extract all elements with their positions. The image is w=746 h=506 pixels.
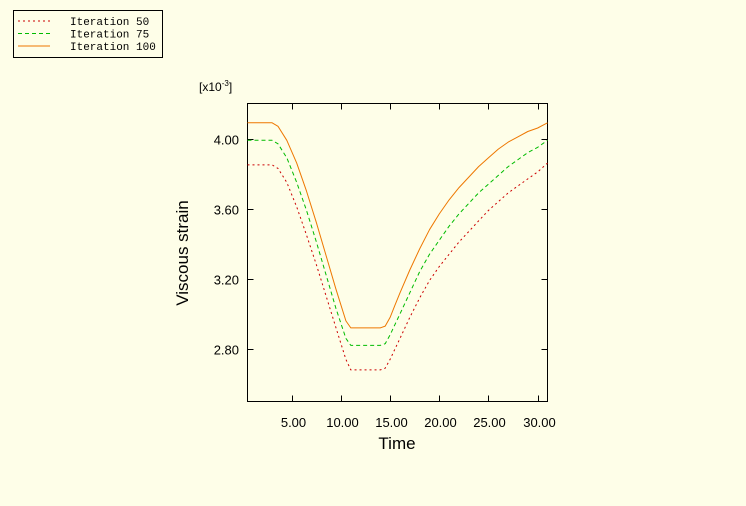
legend-box (13, 10, 163, 58)
x-tick-label: 30.00 (523, 415, 556, 430)
x-tick-label: 15.00 (375, 415, 408, 430)
y-tick-label: 4.00 (214, 133, 239, 148)
plot-frame (247, 103, 548, 402)
series-line-iteration-50 (247, 162, 548, 371)
tick-labels: 5.00 10.00 15.00 20.00 25.00 30.00 2.80 3.20 3.6… (214, 133, 556, 431)
x-tick-label: 25.00 (473, 415, 506, 430)
legend-label-iteration-100: Iteration 100 (70, 42, 156, 54)
x-tick-label: 5.00 (281, 415, 306, 430)
series-line-iteration-100 (247, 122, 548, 329)
y-tick-label: 2.80 (214, 343, 239, 358)
series-line-iteration-75 (247, 139, 548, 346)
legend-label-iteration-75: Iteration 75 (70, 30, 149, 42)
x-axis-title: Time (378, 434, 415, 453)
y-multiplier-exponent: -3 (222, 79, 230, 88)
x-tick-label: 20.00 (424, 415, 457, 430)
legend: Iteration 50 Iteration 75 Iteration 100 (13, 10, 163, 58)
y-axis-title: Viscous strain (173, 200, 192, 306)
legend-label-iteration-50: Iteration 50 (70, 17, 149, 29)
y-multiplier-label: [x10-3] (199, 79, 232, 94)
y-tick-label: 3.60 (214, 203, 239, 218)
y-multiplier-base: [x10 (199, 80, 222, 94)
y-tick-label: 3.20 (214, 273, 239, 288)
y-multiplier-close: ] (229, 80, 232, 94)
series-lines (247, 122, 548, 371)
x-tick-label: 10.00 (326, 415, 359, 430)
axis-ticks (247, 103, 548, 402)
